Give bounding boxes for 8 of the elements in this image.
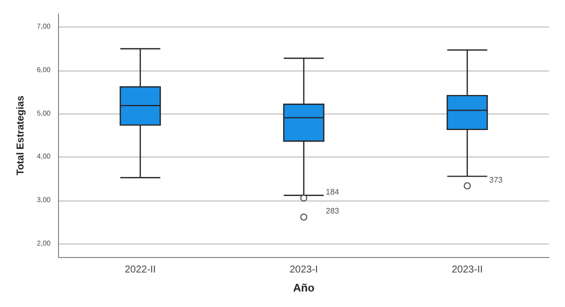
x-tick-label: 2023-I xyxy=(290,264,318,276)
annotation: 283 xyxy=(326,206,340,216)
annotation: 184 xyxy=(326,187,340,196)
x-tick-label: 2022-II xyxy=(124,264,156,276)
x-axis-title: Año xyxy=(293,282,315,294)
y-axis-title: Total Estrategias xyxy=(16,95,26,176)
annotation: 373 xyxy=(489,175,504,184)
x-tick-label: 2023-II xyxy=(452,264,483,276)
